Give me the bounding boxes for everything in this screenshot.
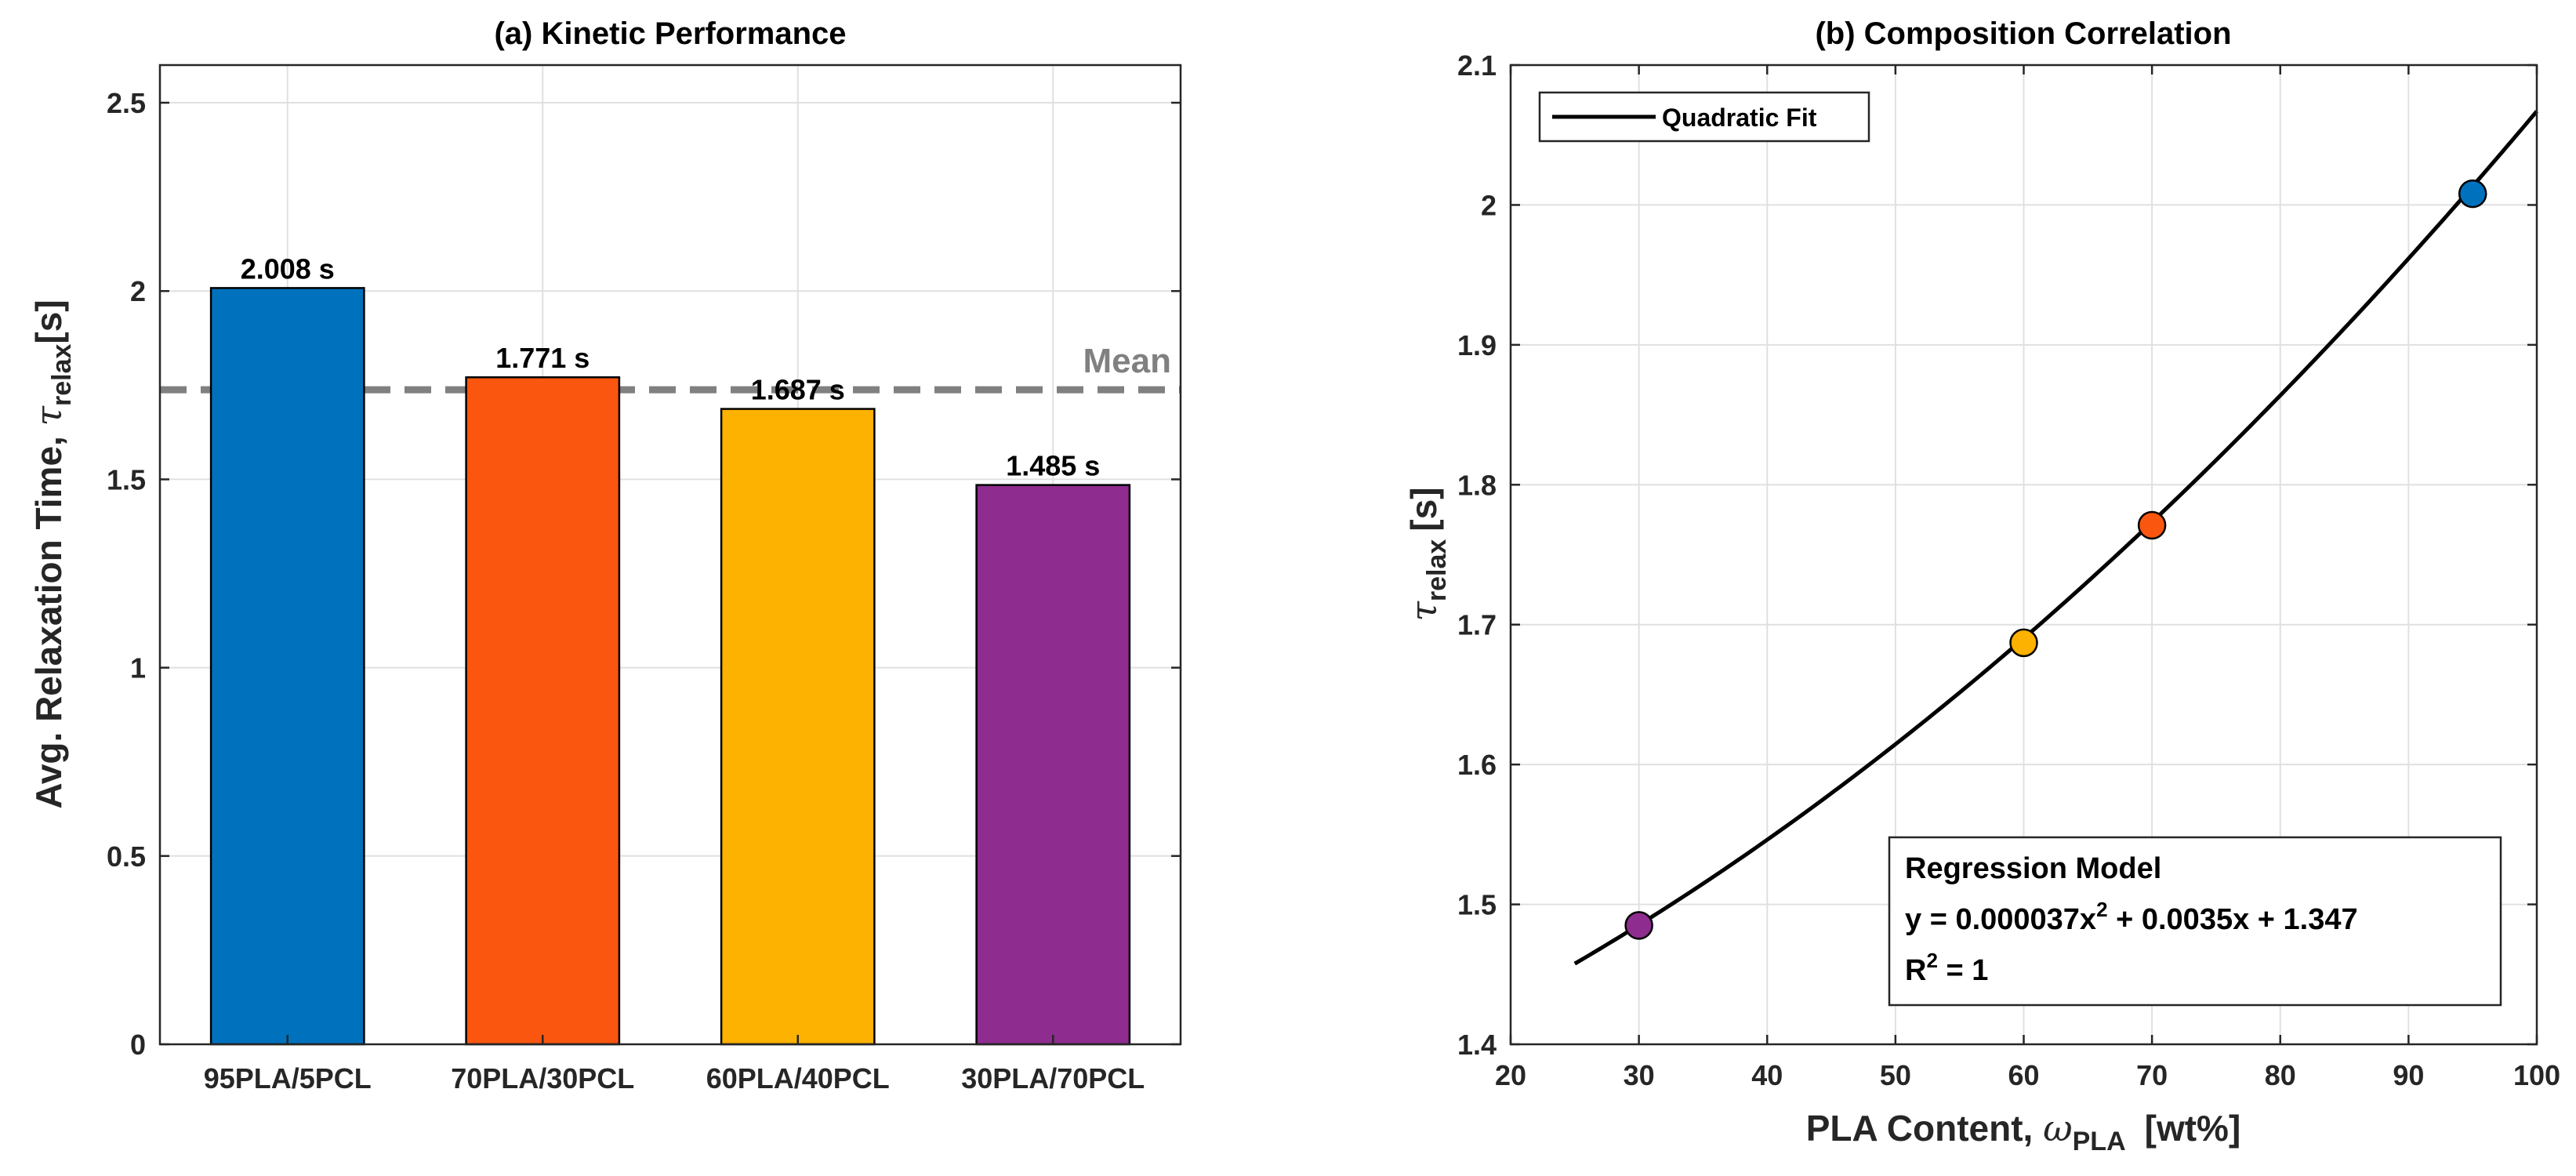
- y-tick-label: 1.6: [1457, 749, 1497, 781]
- bar-data-label: 1.771 s: [495, 342, 590, 374]
- mean-line-label: Mean: [1083, 342, 1171, 380]
- bar-chart-title: (a) Kinetic Performance: [494, 16, 846, 51]
- scatter-chart-y-ticks: 1.4 1.5 1.6 1.7 1.8 1.9 2 2.1: [1457, 49, 2537, 1061]
- bar: [209, 287, 365, 1046]
- bar-chart-y-ticks: 0 0.5 1 1.5 2 2.5: [107, 87, 1181, 1061]
- x-label-omega: ω: [2043, 1107, 2073, 1149]
- x-label-subscript: PLA: [2073, 1127, 2126, 1156]
- x-tick-label: 90: [2393, 1059, 2424, 1091]
- regression-r-squared: R2 = 1: [1905, 949, 1988, 987]
- scatter-chart-x-ticks: 20 30 40 50 60 70 80 90 100: [1495, 65, 2560, 1091]
- scatter-point: [1624, 911, 1653, 940]
- scatter-chart-y-axis-label: τrelax [s]: [1402, 487, 1452, 621]
- y-tick-label: 1.9: [1457, 329, 1497, 361]
- bar-data-label: 2.008 s: [241, 252, 335, 285]
- x-tick-label: 100: [2513, 1059, 2560, 1091]
- scatter-point: [2137, 510, 2167, 540]
- bar-data-label: 1.485 s: [1006, 450, 1100, 482]
- equation-part-2: + 0.0035x + 1.347: [2108, 903, 2358, 936]
- y-tick-label: 2.5: [107, 87, 146, 119]
- equation-exponent: 2: [2096, 898, 2107, 921]
- y-tick-label: 2.1: [1457, 49, 1497, 82]
- bar-series: [209, 287, 1131, 1046]
- x-tick-label: 50: [1880, 1059, 1911, 1091]
- x-tick-label: 70PLA/30PCL: [451, 1062, 634, 1094]
- x-tick-label: 20: [1495, 1059, 1526, 1091]
- r2-base: R: [1905, 954, 1926, 987]
- x-tick-label: 80: [2265, 1059, 2296, 1091]
- x-tick-label: 60: [2008, 1059, 2039, 1091]
- bar-chart-x-ticks: 95PLA/5PCL 70PLA/30PCL 60PLA/40PCL 30PLA/70…: [204, 1035, 1145, 1094]
- y-tick-label: 2: [130, 275, 146, 307]
- r2-exponent: 2: [1926, 949, 1937, 972]
- r2-value: = 1: [1938, 954, 1988, 987]
- regression-annotation: Regression Model y = 0.000037x2 + 0.0035…: [1888, 836, 2502, 1007]
- scatter-legend: Quadratic Fit: [1538, 91, 1870, 143]
- scatter-points: [1624, 179, 2487, 940]
- regression-box: [1888, 836, 2502, 1007]
- y-tick-label: 1.7: [1457, 609, 1497, 641]
- y-tick-label: 1: [130, 652, 146, 684]
- b-y-label-unit: [s]: [1403, 487, 1444, 531]
- b-y-label-subscript: relax: [1422, 539, 1452, 601]
- bar-data-labels: 2.008 s 1.771 s 1.687 s 1.485 s: [241, 252, 1101, 481]
- x-tick-label: 30PLA/70PCL: [961, 1062, 1145, 1094]
- x-tick-label: 70: [2136, 1059, 2168, 1091]
- x-tick-label: 40: [1751, 1059, 1783, 1091]
- y-tick-label: 1.5: [107, 463, 146, 495]
- x-label-prefix: PLA Content,: [1806, 1108, 2043, 1149]
- quadratic-fit-curve: [1573, 110, 2538, 966]
- legend-box: [1538, 91, 1870, 143]
- x-tick-label: 95PLA/5PCL: [204, 1062, 372, 1094]
- x-tick-label: 60PLA/40PCL: [706, 1062, 890, 1094]
- y-label-unit: [s]: [28, 299, 69, 343]
- y-tick-label: 1.8: [1457, 469, 1497, 501]
- scatter-point: [2458, 179, 2487, 209]
- y-tick-label: 0: [130, 1029, 146, 1061]
- y-tick-label: 1.4: [1457, 1029, 1497, 1061]
- bar-chart-y-axis-label: Avg. Relaxation Time, τrelax[s]: [27, 299, 77, 808]
- scatter-chart-panel: 1.41.51.61.71.81.922.1 20 30 40 50 60 70 80 90 1…: [1402, 16, 2560, 1156]
- equation-part-1: y = 0.000037x: [1905, 903, 2096, 936]
- y-label-prefix: Avg. Relaxation Time,: [28, 426, 69, 808]
- y-label-subscript: relax: [47, 343, 77, 405]
- bar-chart-panel: Mean 0 0.5 1 1.5 2 2.5 95PLA/5PCL 70PLA/30PCL 6…: [27, 16, 1182, 1094]
- y-label-tau: τ: [27, 405, 70, 426]
- b-y-label-tau: τ: [1402, 601, 1445, 622]
- x-tick-label: 30: [1624, 1059, 1655, 1091]
- y-tick-label: 0.5: [107, 840, 146, 873]
- bar: [465, 376, 621, 1046]
- bar-chart-frame: [158, 64, 1182, 1046]
- bar-data-label: 1.687 s: [751, 374, 845, 406]
- scatter-chart-x-axis-label: PLA Content, ωPLA [wt%]: [1806, 1107, 2241, 1156]
- y-tick-label: 1.5: [1457, 889, 1497, 921]
- y-tick-label: 2: [1481, 189, 1497, 221]
- regression-title: Regression Model: [1905, 852, 2161, 885]
- bar: [975, 484, 1131, 1046]
- regression-equation: y = 0.000037x2 + 0.0035x + 1.347: [1905, 898, 2358, 936]
- legend-fit-label: Quadratic Fit: [1662, 103, 1817, 132]
- scatter-chart-title: (b) Composition Correlation: [1815, 16, 2231, 51]
- bar: [720, 408, 876, 1046]
- x-label-unit: [wt%]: [2145, 1108, 2241, 1149]
- scatter-point: [2009, 628, 2038, 658]
